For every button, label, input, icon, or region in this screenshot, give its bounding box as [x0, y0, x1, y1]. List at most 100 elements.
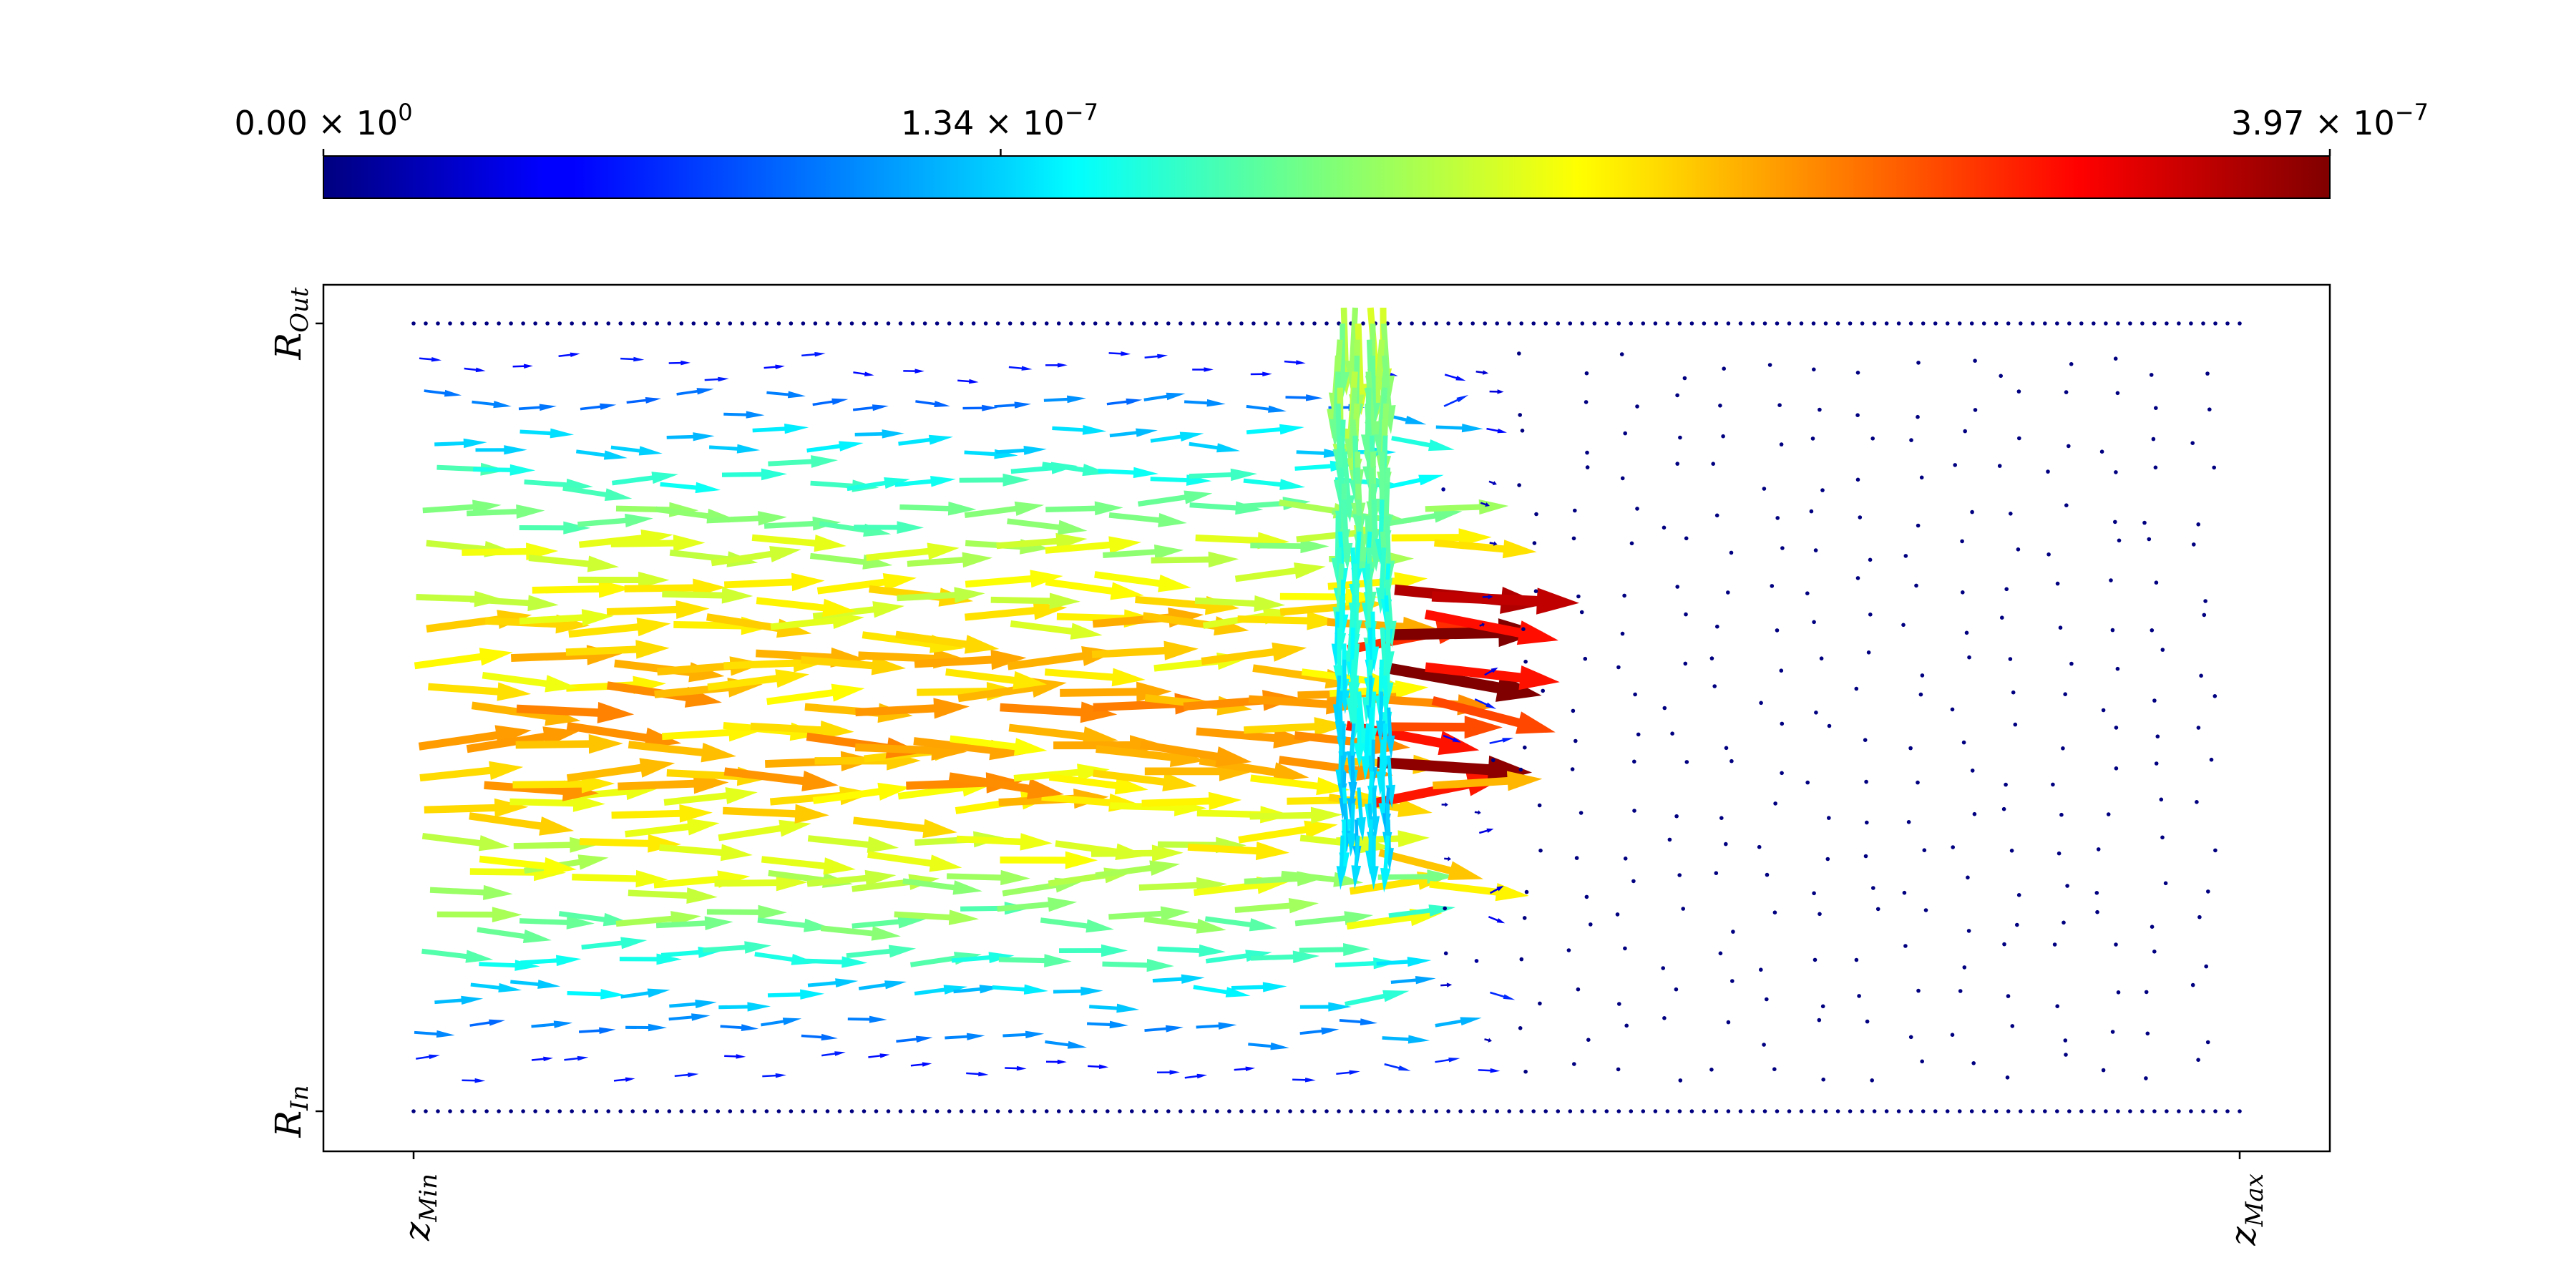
vector-arrow-1027	[512, 364, 533, 369]
vector-arrow-1188	[1347, 803, 1357, 857]
vector-point-200	[995, 321, 1000, 326]
vector-point-673	[1780, 721, 1785, 726]
vector-arrow-931	[1385, 474, 1444, 489]
vector-point-83	[1410, 1109, 1414, 1113]
vector-point-1053	[1767, 363, 1772, 367]
x-tick-label-z-max: zMax	[2223, 1174, 2269, 1246]
vector-point-644	[2209, 757, 2214, 762]
vector-point-369	[1762, 1043, 1766, 1047]
vector-point-566	[2096, 847, 2101, 852]
vector-point-978	[1810, 436, 1815, 441]
vector-point-34	[813, 1109, 818, 1113]
vector-arrow-380	[470, 982, 522, 992]
vector-point-715	[1950, 707, 1955, 712]
vector-arrow-535	[625, 818, 720, 838]
vector-arrow-689	[707, 669, 810, 691]
vector-point-943	[1953, 463, 1957, 467]
vector-arrow-457	[519, 915, 595, 930]
vector-arrow-1178	[1385, 755, 1396, 809]
vector-point-197	[959, 321, 964, 326]
vector-point-442	[1623, 946, 1627, 951]
vector-arrow-803	[723, 572, 825, 592]
vector-point-824	[1726, 590, 1730, 595]
vector-arrow-882	[854, 521, 924, 535]
vector-point-21	[655, 1109, 660, 1113]
vector-arrow-471	[1204, 916, 1277, 932]
vector-arrow-575	[722, 804, 829, 824]
vector-arrow-461	[706, 904, 787, 920]
vector-arrow-886	[1045, 501, 1123, 516]
vector-point-440	[1519, 957, 1524, 962]
vector-arrow-493	[429, 884, 513, 900]
vector-point-679	[2061, 746, 2065, 751]
vector-arrow-922	[959, 473, 1030, 487]
vector-arrow-722	[482, 672, 578, 693]
vector-point-528	[2094, 891, 2099, 895]
vector-arrow-401	[1490, 991, 1516, 1000]
vector-point-46	[959, 1109, 964, 1113]
vector-arrow-419	[520, 955, 582, 967]
vector-point-373	[1950, 1033, 1955, 1037]
vector-point-480	[1615, 912, 1620, 917]
vector-point-255	[1665, 321, 1670, 326]
vector-point-238	[1458, 321, 1463, 326]
vector-point-55	[1068, 1109, 1073, 1113]
vector-arrow-1169	[1361, 723, 1372, 781]
vector-point-1050	[1619, 352, 1624, 356]
vector-point-1019	[1973, 408, 1978, 412]
vector-arrow-726	[657, 656, 765, 676]
vector-point-375	[2063, 1038, 2068, 1043]
vector-point-162	[533, 321, 537, 326]
vector-point-491	[2150, 924, 2155, 929]
vector-arrow-388	[858, 980, 907, 990]
vector-point-481	[1681, 907, 1685, 911]
vector-point-18	[618, 1109, 623, 1113]
vector-arrow-733	[1007, 646, 1118, 670]
vector-arrow-531	[421, 833, 510, 852]
vector-point-19	[630, 1109, 635, 1113]
vector-point-445	[1759, 967, 1763, 972]
vector-arrow-958	[854, 429, 904, 439]
vector-point-974	[1623, 431, 1627, 436]
vector-point-753	[1967, 655, 1971, 660]
vector-arrow-455	[436, 907, 522, 922]
vector-point-116	[1811, 1109, 1816, 1113]
vector-arrow-1181	[1365, 771, 1375, 829]
vector-point-52	[1032, 1109, 1037, 1113]
vector-point-24	[691, 1109, 696, 1113]
vector-point-263	[1762, 321, 1767, 326]
vector-point-829	[1961, 590, 1965, 595]
vector-point-97	[1580, 1109, 1585, 1113]
vector-point-523	[1871, 886, 1875, 890]
vector-point-1051	[1682, 376, 1687, 381]
vector-point-366	[1624, 1023, 1629, 1028]
vector-point-196	[947, 321, 952, 326]
vector-arrow-426	[846, 945, 917, 959]
vector-point-790	[1901, 623, 1906, 628]
vector-point-251	[1616, 321, 1621, 326]
vector-point-204	[1044, 321, 1049, 326]
vector-point-98	[1592, 1109, 1597, 1113]
vector-point-115	[1799, 1109, 1804, 1113]
vector-point-135	[2043, 1109, 2047, 1113]
vector-arrow-1042	[1250, 371, 1272, 377]
vector-arrow-316	[1045, 1059, 1067, 1065]
vector-point-757	[2160, 648, 2165, 652]
vector-arrow-649	[628, 741, 737, 763]
vector-arrow-353	[1002, 1030, 1045, 1039]
vector-arrow-386	[767, 989, 825, 1000]
vector-point-563	[1951, 845, 1955, 849]
vector-arrow-1180	[1347, 771, 1357, 821]
vector-arrow-351	[896, 1035, 933, 1043]
vector-point-261	[1738, 321, 1743, 326]
vector-arrow-692	[855, 698, 970, 719]
vector-point-338	[2101, 1068, 2106, 1073]
vector-arrow-362	[1435, 1017, 1482, 1028]
vector-point-67	[1215, 1109, 1219, 1113]
vector-arrow-303	[416, 1054, 440, 1060]
vector-point-327	[1572, 1062, 1576, 1066]
vector-point-269	[1835, 321, 1840, 326]
vector-arrow-425	[803, 956, 868, 968]
vector-point-202	[1020, 321, 1025, 326]
colorbar-gradient	[323, 155, 2331, 199]
